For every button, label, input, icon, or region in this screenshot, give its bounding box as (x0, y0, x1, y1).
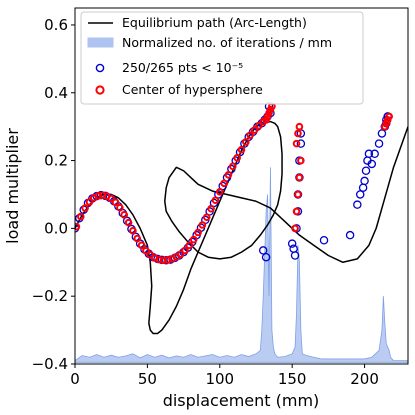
hypersphere-center-point (124, 218, 133, 227)
y-axis-label: load multiplier (3, 128, 22, 244)
legend-swatch-area (87, 37, 114, 48)
x-tick-label: 150 (278, 370, 307, 388)
hypersphere-center-point (233, 154, 241, 162)
hypersphere-center-point (81, 204, 89, 212)
x-tick-label: 100 (205, 370, 234, 388)
y-ticks: −0.4 −0.2 0.0 0.2 0.4 0.6 (32, 16, 75, 373)
converged-point (377, 129, 387, 138)
y-tick-label: 0.0 (44, 219, 68, 237)
x-ticks: 0 50 100 150 200 (70, 364, 379, 388)
hypersphere-center-point (98, 191, 107, 199)
converged-point (345, 230, 355, 240)
hypersphere-center-point (155, 255, 163, 264)
converged-point (287, 239, 297, 248)
hypersphere-center-point (294, 190, 302, 199)
hypersphere-center-point (291, 224, 299, 233)
y-tick-label: −0.2 (32, 287, 68, 305)
hypersphere-center-point (297, 156, 305, 165)
x-axis-label: displacement (mm) (163, 391, 320, 410)
converged-point (353, 200, 362, 209)
x-tick-label: 0 (70, 370, 80, 388)
equilibrium-path-line (75, 120, 408, 335)
hypersphere-center-point (120, 211, 129, 219)
legend-swatch-centers (95, 85, 105, 95)
hypersphere-center-point (189, 235, 198, 244)
legend: Equilibrium path (Arc-Length) Normalized… (80, 11, 364, 105)
converged-point (258, 246, 268, 255)
legend-box (80, 11, 364, 105)
hypersphere-center-point (142, 246, 150, 255)
y-tick-label: 0.2 (44, 152, 68, 170)
x-tick-label: 50 (138, 370, 157, 388)
equilibrium-path-layer (75, 120, 408, 335)
hypersphere-center-point (176, 250, 185, 258)
hypersphere-center-point (255, 121, 263, 130)
converged-point (367, 159, 377, 169)
hypersphere-center-point (295, 122, 304, 131)
iterations-area (75, 167, 408, 363)
hypersphere-center-point (133, 234, 142, 243)
hypersphere-center-point (220, 179, 228, 188)
hypersphere-center-point (185, 241, 194, 250)
converged-point (355, 190, 365, 199)
hypersphere-center-point (163, 256, 172, 264)
legend-label-points: 250/265 pts < 10⁻⁵ (122, 60, 243, 75)
hypersphere-center-point (242, 138, 250, 146)
hypersphere-center-point (94, 192, 102, 200)
hypersphere-center-point (211, 196, 220, 205)
hypersphere-center-point (116, 203, 124, 212)
converged-point (261, 252, 271, 262)
converged-point (364, 149, 374, 159)
legend-label-centers: Center of hypersphere (122, 82, 263, 97)
y-tick-label: 0.4 (44, 84, 68, 102)
hypersphere-center-point (76, 212, 85, 221)
iterations-area-layer (75, 167, 408, 363)
hypersphere-center-point (194, 228, 202, 237)
hypersphere-centers-layer (75, 102, 393, 265)
hypersphere-center-point (292, 139, 301, 148)
hypersphere-center-point (224, 171, 233, 179)
hypersphere-center-point (295, 173, 304, 182)
hypersphere-center-point (107, 194, 115, 203)
hypersphere-center-point (137, 241, 146, 250)
converged-point (290, 251, 300, 260)
hypersphere-center-point (215, 187, 224, 196)
legend-swatch-points (95, 63, 105, 73)
converged-point (296, 139, 306, 148)
hypersphere-center-point (294, 129, 302, 138)
hypersphere-center-point (292, 207, 301, 216)
hypersphere-center-point (229, 162, 237, 171)
hypersphere-center-point (207, 204, 215, 213)
plot-frame (74, 7, 409, 365)
hypersphere-center-point (198, 221, 207, 229)
hypersphere-center-point (75, 222, 81, 231)
converged-point (319, 235, 329, 245)
hypersphere-center-point (129, 226, 137, 235)
hypersphere-center-point (246, 131, 254, 139)
hypersphere-center-point (202, 213, 211, 221)
legend-label-path: Equilibrium path (Arc-Length) (122, 15, 307, 30)
y-tick-label: −0.4 (32, 355, 68, 373)
converged-point (361, 166, 371, 175)
hypersphere-center-point (85, 198, 94, 206)
y-tick-label: 0.6 (44, 16, 68, 34)
legend-label-area: Normalized no. of iterations / mm (122, 35, 332, 50)
hypersphere-center-point (250, 126, 259, 134)
converged-point (374, 139, 384, 148)
hypersphere-center-point (181, 246, 189, 255)
hypersphere-center-point (237, 145, 246, 154)
converged-point (360, 176, 369, 186)
x-tick-label: 200 (350, 370, 379, 388)
hypersphere-center-point (385, 112, 393, 121)
hypersphere-center-point (111, 198, 120, 207)
converged-point (370, 149, 379, 159)
hypersphere-center-point (159, 256, 168, 265)
